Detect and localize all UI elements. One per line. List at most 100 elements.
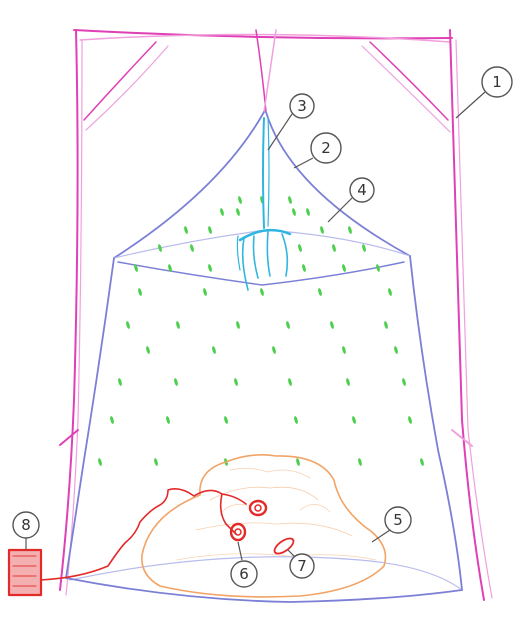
frame-top-bar-2 — [79, 33, 451, 43]
mesh-dot — [176, 321, 180, 329]
mesh-dot — [352, 416, 356, 424]
mesh-dot — [294, 416, 298, 424]
sensor-lower-icon — [229, 522, 247, 542]
net-hanging-cord-a — [255, 29, 267, 113]
mound-inner-2 — [195, 522, 353, 537]
mesh-dot — [306, 208, 310, 216]
sensor-lower-core — [234, 528, 242, 536]
mesh-dot — [138, 288, 142, 296]
callout-circle — [349, 177, 375, 203]
mesh-dot — [376, 264, 380, 272]
net-bottom-front — [65, 577, 463, 603]
callout-number: 4 — [357, 181, 367, 199]
trap-icon — [273, 537, 295, 555]
callout-number: 2 — [321, 139, 331, 157]
frame-brace-left — [83, 41, 157, 121]
net-bottom-back — [69, 556, 463, 591]
mesh-dot — [190, 244, 194, 252]
bait-mound — [141, 454, 387, 598]
mesh-dot — [302, 264, 306, 272]
mesh-dot — [134, 264, 138, 272]
callout-number: 6 — [239, 565, 249, 583]
hook-strand-4 — [281, 233, 289, 277]
frame-brace-left-2 — [85, 45, 169, 131]
control-box-fill — [12, 555, 37, 587]
mesh-dot — [168, 264, 172, 272]
mesh-dot — [146, 346, 150, 354]
mesh-dot — [420, 458, 424, 466]
callout-number: 8 — [21, 516, 31, 534]
net-left-side — [65, 257, 115, 579]
mesh-dot — [234, 378, 238, 386]
callout-8: 8 — [12, 511, 40, 550]
mesh-dot — [184, 226, 188, 234]
mesh-dot — [402, 378, 406, 386]
mound-inner-3 — [175, 553, 377, 561]
sensor-upper-icon — [248, 499, 268, 517]
callout-leader-line — [287, 549, 296, 558]
mesh-dot — [342, 346, 346, 354]
callout-labels: 1 2 3 4 5 6 7 8 — [12, 66, 513, 588]
callout-circle — [289, 553, 315, 579]
callout-4: 4 — [327, 177, 375, 223]
hook-stem-2 — [267, 117, 270, 227]
mesh-dot — [394, 346, 398, 354]
mesh-dot — [332, 244, 336, 252]
net-mesh-dots — [98, 196, 424, 466]
mesh-dot — [318, 288, 322, 296]
mesh-dot — [272, 346, 276, 354]
callout-circle — [481, 66, 513, 98]
mesh-dot — [203, 288, 207, 296]
mound-inner-6 — [299, 504, 331, 513]
callout-number: 5 — [393, 511, 403, 529]
sensor-cable-branch — [219, 493, 237, 535]
mesh-dot — [126, 321, 130, 329]
callout-leader-line — [327, 197, 353, 223]
mound-inner-4 — [229, 468, 311, 479]
net-right-side — [409, 255, 463, 591]
net-upper-ring-back — [117, 261, 405, 286]
mesh-dot — [118, 378, 122, 386]
control-box-icon — [7, 548, 43, 597]
callout-leader-line — [267, 113, 293, 151]
callout-leader-line — [455, 91, 486, 119]
mesh-dot — [236, 321, 240, 329]
mesh-dot — [384, 321, 388, 329]
mesh-dot — [388, 288, 392, 296]
callout-circle — [310, 132, 342, 164]
callout-5: 5 — [371, 506, 412, 543]
callout-number: 7 — [297, 557, 307, 575]
callout-3: 3 — [267, 93, 315, 151]
mesh-dot — [286, 321, 290, 329]
mesh-dot — [208, 226, 212, 234]
callout-leader-line — [293, 157, 314, 169]
frame-brace-right-2 — [361, 45, 451, 133]
mound-inner-1 — [209, 486, 319, 501]
net-cone-left — [113, 111, 265, 259]
ceiling-hook — [236, 117, 292, 291]
sensor-wiring — [7, 488, 295, 597]
sensor-cable — [39, 488, 247, 581]
callout-7: 7 — [287, 549, 315, 579]
hook-strand-2 — [252, 235, 259, 279]
mesh-dot — [348, 226, 352, 234]
mesh-dot — [288, 378, 292, 386]
callout-circle — [230, 560, 258, 588]
mesh-dot — [296, 458, 300, 466]
mesh-dot — [362, 244, 366, 252]
net-cone-right — [265, 111, 411, 257]
mesh-dot — [212, 346, 216, 354]
callout-number: 1 — [492, 73, 502, 91]
mesh-dot — [238, 196, 242, 204]
frame-left-post-2 — [65, 39, 83, 596]
mesh-dot — [320, 226, 324, 234]
mesh-dot — [220, 208, 224, 216]
frame-left-post — [59, 29, 79, 591]
callout-circle — [384, 506, 412, 534]
callout-leader-line — [371, 529, 391, 543]
callout-number: 3 — [297, 97, 307, 115]
mesh-dot — [260, 288, 264, 296]
hook-stem — [262, 117, 265, 229]
